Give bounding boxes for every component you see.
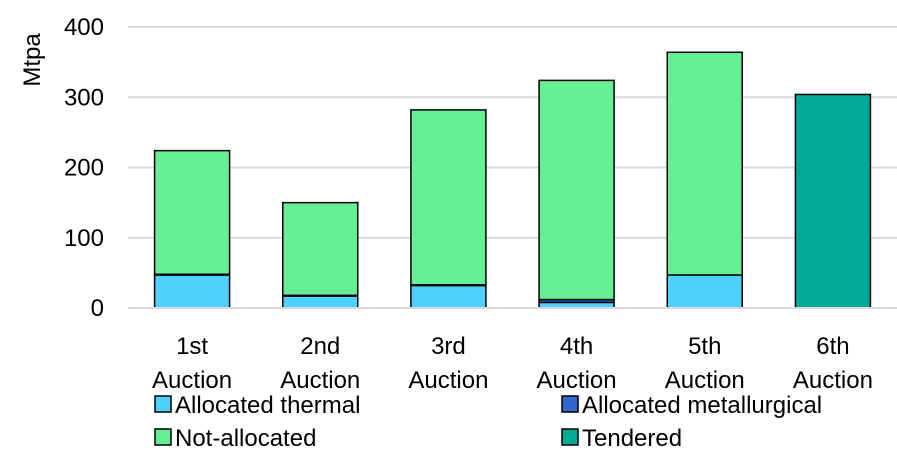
- legend-swatch: [154, 428, 172, 446]
- x-axis-ticks: 1st Auction 2nd Auction 3rd Auction 4th Auction…: [152, 333, 873, 394]
- x-tick-label: 1st Auction: [152, 333, 232, 394]
- y-tick-label: 200: [64, 155, 104, 182]
- y-tick-label: 400: [64, 14, 104, 41]
- bar-segment: [538, 79, 615, 301]
- legend-swatch: [561, 395, 579, 413]
- x-tick-label: 5th Auction: [665, 333, 745, 394]
- legend: Allocated thermal Allocated metallurgical…: [154, 392, 822, 452]
- bar-segment: [410, 109, 487, 286]
- y-tick-label: 0: [91, 295, 104, 322]
- gridlines: [128, 26, 897, 239]
- bar-segment: [282, 201, 359, 297]
- x-tick-label: 4th Auction: [537, 333, 617, 394]
- y-axis-label: Mtpa: [19, 33, 46, 87]
- legend-label: Allocated metallurgical: [582, 392, 822, 419]
- x-tick-label: 3rd Auction: [408, 333, 488, 394]
- bars: [153, 51, 872, 309]
- bar-segment: [794, 93, 872, 309]
- y-tick-label: 100: [64, 225, 104, 252]
- legend-label: Not-allocated: [175, 425, 316, 452]
- bar-segment: [410, 284, 487, 309]
- bar-segment: [666, 51, 743, 276]
- bar-segment: [153, 149, 231, 276]
- legend-swatch: [561, 428, 579, 446]
- bar-segment: [153, 274, 231, 309]
- bar-segment: [282, 295, 359, 309]
- y-tick-label: 300: [64, 84, 104, 111]
- legend-swatch: [154, 395, 172, 413]
- legend-label: Tendered: [582, 425, 682, 452]
- y-axis-ticks: 0 100 200 300 400: [64, 14, 104, 322]
- legend-label: Allocated thermal: [175, 392, 360, 419]
- x-tick-label: 6th Auction: [793, 333, 873, 394]
- bar-segment: [666, 274, 743, 309]
- x-tick-label: 2nd Auction: [280, 333, 360, 394]
